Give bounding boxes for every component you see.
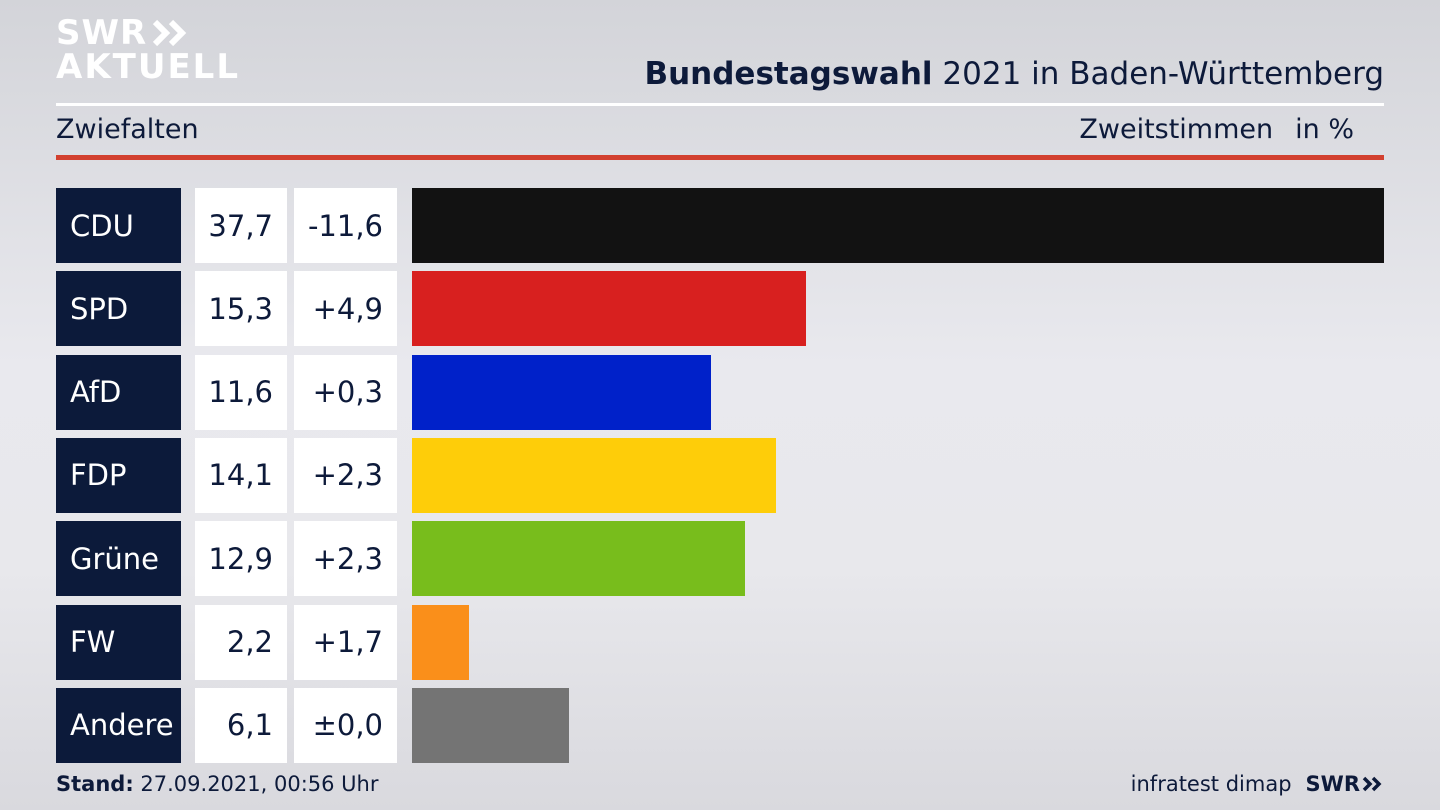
- accent-divider: [56, 155, 1384, 160]
- change-label-spd: +4,9: [294, 271, 397, 347]
- vote-type-label: Zweitstimmen: [1079, 114, 1274, 145]
- value-label-fdp: 14,1: [195, 437, 287, 513]
- bar-afd: [412, 354, 712, 430]
- value-label-spd: 15,3: [195, 271, 287, 347]
- title-bold: Bundestagswahl: [644, 56, 933, 92]
- double-chevron-icon: [1362, 776, 1382, 792]
- party-label-fw: FW: [56, 604, 181, 680]
- logo-line2: AKTUELL: [56, 47, 241, 87]
- unit-label: in %: [1295, 114, 1354, 145]
- title-rest: 2021 in Baden-Württemberg: [932, 56, 1384, 92]
- change-label-cdu: -11,6: [294, 188, 397, 263]
- swr-aktuell-logo: SWR AKTUELL: [56, 16, 240, 84]
- region-label: Zwiefalten: [56, 114, 199, 145]
- value-label-cdu: 37,7: [195, 188, 287, 263]
- stand-label: Stand:: [56, 772, 134, 796]
- stand-value: 27.09.2021, 00:56 Uhr: [133, 772, 379, 796]
- swr-footer-logo: SWR: [1306, 772, 1384, 796]
- chart-title: Bundestagswahl 2021 in Baden-Württemberg: [644, 56, 1384, 92]
- source-label: infratest dimap: [1130, 772, 1292, 796]
- change-label-afd: +0,3: [294, 354, 397, 430]
- bar-andere: [412, 687, 570, 763]
- bar-gruene: [412, 521, 745, 597]
- footer-credits: infratest dimap SWR: [1131, 772, 1384, 796]
- party-label-gruene: Grüne: [56, 521, 181, 597]
- party-label-andere: Andere: [56, 687, 181, 763]
- value-label-andere: 6,1: [195, 687, 287, 763]
- value-label-gruene: 12,9: [195, 521, 287, 597]
- timestamp: Stand: 27.09.2021, 00:56 Uhr: [56, 772, 379, 796]
- value-label-afd: 11,6: [195, 354, 287, 430]
- change-label-andere: ±0,0: [294, 687, 397, 763]
- double-chevron-icon: [153, 19, 187, 47]
- footer-logo-text: SWR: [1305, 772, 1360, 796]
- logo-line1: SWR: [56, 13, 148, 53]
- change-label-fdp: +2,3: [294, 437, 397, 513]
- bar-cdu: [412, 188, 1384, 263]
- bar-fw: [412, 604, 469, 680]
- units-label: Zweitstimmen in %: [1079, 114, 1354, 145]
- header-divider: [56, 103, 1384, 106]
- party-label-fdp: FDP: [56, 437, 181, 513]
- bar-spd: [412, 271, 807, 347]
- party-label-cdu: CDU: [56, 188, 181, 263]
- value-label-fw: 2,2: [195, 604, 287, 680]
- change-label-fw: +1,7: [294, 604, 397, 680]
- party-label-afd: AfD: [56, 354, 181, 430]
- change-label-gruene: +2,3: [294, 521, 397, 597]
- bar-fdp: [412, 437, 776, 513]
- party-label-spd: SPD: [56, 271, 181, 347]
